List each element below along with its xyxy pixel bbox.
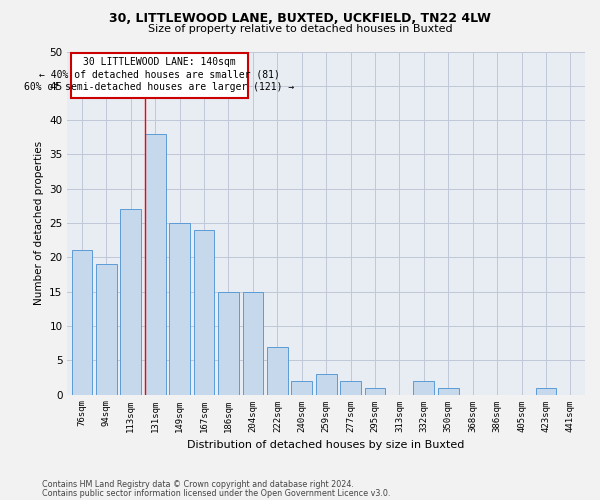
Text: Contains public sector information licensed under the Open Government Licence v3: Contains public sector information licen…	[42, 489, 391, 498]
Bar	[340, 381, 361, 394]
Bar	[536, 388, 556, 394]
Bar	[194, 230, 214, 394]
Bar	[413, 381, 434, 394]
Bar	[267, 346, 288, 395]
Bar	[218, 292, 239, 395]
Text: 30 LITTLEWOOD LANE: 140sqm: 30 LITTLEWOOD LANE: 140sqm	[83, 57, 236, 67]
Text: 30, LITTLEWOOD LANE, BUXTED, UCKFIELD, TN22 4LW: 30, LITTLEWOOD LANE, BUXTED, UCKFIELD, T…	[109, 12, 491, 26]
X-axis label: Distribution of detached houses by size in Buxted: Distribution of detached houses by size …	[187, 440, 465, 450]
Bar	[71, 250, 92, 394]
Bar	[292, 381, 312, 394]
Text: Contains HM Land Registry data © Crown copyright and database right 2024.: Contains HM Land Registry data © Crown c…	[42, 480, 354, 489]
Bar	[316, 374, 337, 394]
Y-axis label: Number of detached properties: Number of detached properties	[34, 141, 44, 305]
Bar	[96, 264, 117, 394]
FancyBboxPatch shape	[71, 53, 248, 98]
Bar	[242, 292, 263, 395]
Bar	[145, 134, 166, 394]
Bar	[365, 388, 385, 394]
Bar	[121, 210, 141, 394]
Text: Size of property relative to detached houses in Buxted: Size of property relative to detached ho…	[148, 24, 452, 34]
Text: ← 40% of detached houses are smaller (81): ← 40% of detached houses are smaller (81…	[39, 70, 280, 80]
Text: 60% of semi-detached houses are larger (121) →: 60% of semi-detached houses are larger (…	[25, 82, 295, 92]
Bar	[438, 388, 458, 394]
Bar	[169, 223, 190, 394]
